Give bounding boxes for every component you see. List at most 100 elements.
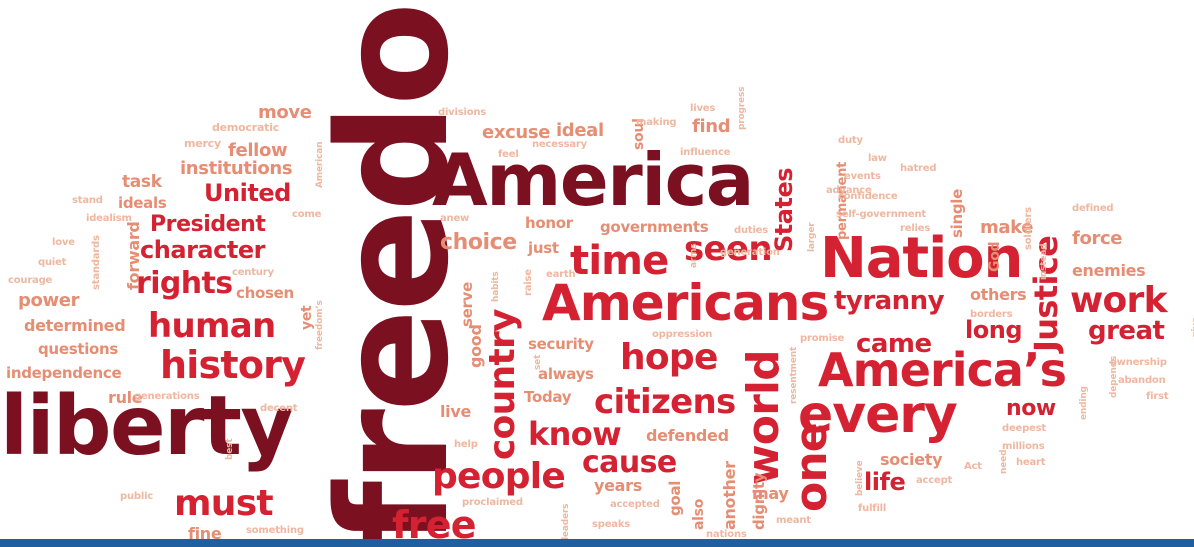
cloud-word: promise (800, 333, 845, 344)
cloud-word: accept (916, 475, 953, 486)
cloud-word: oppression (652, 329, 713, 340)
cloud-word: determined (24, 316, 126, 335)
cloud-word: always (538, 365, 594, 383)
cloud-word: good (466, 324, 485, 368)
cloud-word: meant (776, 515, 811, 526)
cloud-word: generations (134, 391, 200, 402)
cloud-word: society (880, 450, 943, 469)
cloud-word: cause (582, 445, 677, 480)
cloud-word: defined (1072, 203, 1114, 214)
cloud-word: ownership (1110, 357, 1167, 368)
cloud-word: something (246, 525, 304, 536)
cloud-word: proclaimed (462, 497, 523, 508)
cloud-word: enemies (1072, 261, 1146, 280)
cloud-word: ideal (556, 120, 604, 141)
cloud-word: defended (646, 426, 729, 445)
cloud-word: came (856, 329, 932, 359)
cloud-word: earth (546, 269, 576, 280)
cloud-word: duty (838, 135, 863, 146)
cloud-word: lives (690, 103, 716, 114)
cloud-word: free (392, 503, 477, 547)
cloud-word: heart (1016, 457, 1046, 468)
cloud-word: life (864, 468, 906, 496)
cloud-word: quiet (38, 257, 67, 268)
cloud-word: people (432, 456, 566, 497)
cloud-word: arms (689, 243, 699, 268)
cloud-word: hatred (900, 163, 937, 174)
cloud-word: work (1070, 280, 1168, 321)
cloud-word: deepest (1002, 423, 1046, 434)
cloud-word: stand (72, 195, 103, 206)
cloud-word: raise (523, 269, 534, 296)
cloud-word: excuse (482, 122, 551, 143)
cloud-word: leaders (561, 503, 571, 540)
cloud-word: history (160, 343, 306, 387)
cloud-word: human (148, 306, 276, 346)
cloud-word: events (844, 171, 881, 182)
cloud-word: character (140, 236, 266, 264)
cloud-word: set (533, 354, 543, 370)
cloud-word: first (1146, 391, 1169, 402)
cloud-word: long (965, 316, 1023, 344)
cloud-word: make (980, 217, 1034, 238)
cloud-word: dignity (750, 472, 768, 530)
cloud-word: tyranny (834, 286, 945, 316)
cloud-word: believe (855, 460, 865, 496)
cloud-word: hope (620, 337, 718, 378)
cloud-word: seen (684, 229, 773, 269)
cloud-word: Nation (820, 226, 1023, 291)
cloud-word: States (770, 167, 798, 252)
cloud-word: millions (1002, 441, 1045, 452)
cloud-word: ideals (118, 194, 167, 212)
cloud-word: years (594, 476, 642, 495)
cloud-word: divisions (438, 107, 487, 118)
cloud-word: Act (964, 461, 982, 472)
cloud-word: century (232, 267, 274, 278)
cloud-word: live (440, 402, 471, 421)
cloud-word: advance (826, 185, 872, 196)
cloud-word: honor (525, 214, 573, 232)
cloud-word: goal (666, 480, 684, 516)
cloud-word: generation (720, 247, 780, 258)
cloud-word: Americans (542, 274, 829, 332)
bottom-bar (0, 539, 1194, 547)
cloud-word: citizens (594, 382, 736, 422)
cloud-word: United (204, 179, 291, 207)
cloud-word: progress (737, 86, 747, 130)
cloud-word: must (174, 483, 274, 524)
cloud-word: influence (680, 147, 731, 158)
cloud-word: come (292, 209, 322, 220)
cloud-word: America’s (818, 343, 1067, 397)
cloud-word: task (122, 172, 162, 192)
cloud-word: law (868, 153, 887, 164)
cloud-word: forward (124, 221, 143, 290)
cloud-word: rule (108, 388, 143, 407)
cloud-word: Today (524, 388, 572, 406)
cloud-word: governments (600, 218, 709, 236)
cloud-word: move (258, 102, 312, 123)
cloud-word: fellow (228, 140, 288, 161)
cloud-word: fulfill (858, 503, 887, 514)
cloud-word: liberty (0, 379, 294, 474)
cloud-word: time (570, 238, 669, 284)
cloud-word: borders (970, 309, 1013, 320)
cloud-word: mercy (184, 137, 221, 150)
cloud-word: know (528, 415, 622, 453)
cloud-word: public (120, 491, 154, 502)
cloud-word: relies (900, 223, 931, 234)
cloud-word: courage (8, 275, 53, 286)
cloud-word: depends (1109, 355, 1119, 398)
cloud-word: world (738, 350, 789, 485)
cloud-word: chosen (236, 284, 294, 302)
cloud-word: America (432, 138, 754, 222)
cloud-word: help (454, 439, 478, 450)
cloud-word: anew (440, 213, 470, 224)
cloud-word: soldiers (1023, 207, 1034, 250)
cloud-word: love (52, 237, 75, 248)
cloud-word: serve (458, 282, 476, 327)
cloud-word: country (482, 309, 523, 460)
cloud-word: confidence (838, 191, 898, 202)
cloud-word: duties (734, 225, 769, 236)
cloud-word: every (798, 385, 958, 445)
cloud-word: resentment (789, 346, 799, 404)
